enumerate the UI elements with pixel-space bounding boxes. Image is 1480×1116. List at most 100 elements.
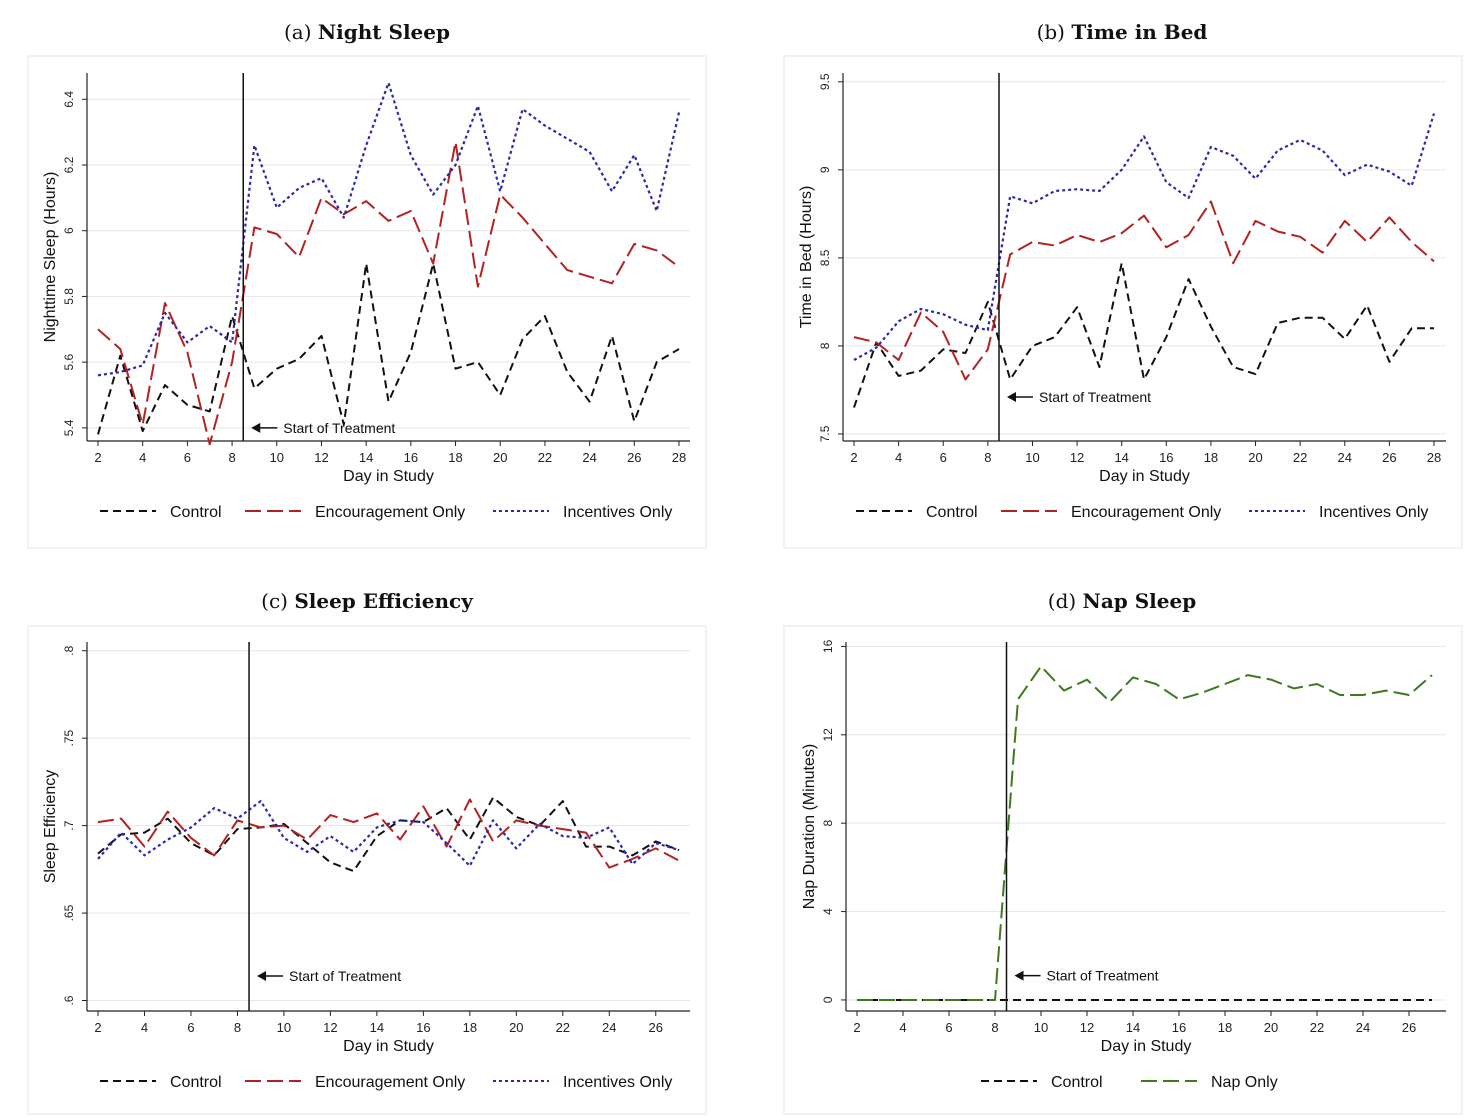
panel-d-frame: [783, 625, 1463, 1115]
x-tick-label: 24: [602, 1020, 616, 1035]
annotation-text: Start of Treatment: [283, 420, 395, 436]
legend-label-incentives: Incentives Only: [563, 504, 672, 521]
x-tick-label: 26: [627, 450, 641, 465]
x-tick-label: 20: [1264, 1020, 1278, 1035]
x-tick-label: 10: [270, 450, 284, 465]
panel-a-frame: [27, 55, 707, 549]
x-tick-label: 4: [895, 450, 902, 465]
x-tick-label: 8: [234, 1020, 241, 1035]
x-tick-label: 16: [1159, 450, 1173, 465]
y-tick-label: 7.5: [818, 425, 832, 442]
y-tick-label: 8: [821, 820, 835, 827]
x-tick-label: 12: [323, 1020, 337, 1035]
annotation-text: Start of Treatment: [289, 968, 401, 984]
x-tick-label: 2: [94, 450, 101, 465]
legend-label-nap: Nap Only: [1211, 1074, 1278, 1091]
x-tick-label: 2: [94, 1020, 101, 1035]
x-tick-label: 26: [649, 1020, 663, 1035]
annotation-text: Start of Treatment: [1039, 389, 1151, 405]
x-tick-label: 20: [1248, 450, 1262, 465]
y-tick-label: 5.6: [62, 353, 76, 370]
panel-a-title: (a) Night Sleep: [284, 20, 450, 44]
x-tick-label: 4: [899, 1020, 906, 1035]
x-axis-title: Day in Study: [1099, 468, 1190, 485]
x-tick-label: 28: [1427, 450, 1441, 465]
x-tick-label: 22: [1310, 1020, 1324, 1035]
series-line-control: [97, 262, 680, 435]
x-tick-label: 22: [1293, 450, 1307, 465]
y-tick-label: 6: [62, 227, 76, 234]
legend-label-control: Control: [170, 504, 222, 521]
panel-b-title: (b) Time in Bed: [1037, 20, 1208, 44]
x-tick-label: 10: [1034, 1020, 1048, 1035]
x-tick-label: 2: [850, 450, 857, 465]
x-tick-label: 18: [1218, 1020, 1232, 1035]
x-tick-label: 8: [228, 450, 235, 465]
series-line-incentives: [97, 799, 680, 867]
x-tick-label: 8: [984, 450, 991, 465]
annotation-arrowhead: [257, 971, 267, 982]
x-tick-label: 22: [556, 1020, 570, 1035]
legend-label-control: Control: [170, 1074, 222, 1091]
y-tick-label: 9.5: [818, 73, 832, 90]
series-line-incentives: [853, 113, 1436, 361]
y-tick-label: 6.4: [62, 91, 76, 108]
series-line-encouragement: [97, 141, 680, 446]
x-tick-label: 12: [1070, 450, 1084, 465]
y-tick-label: .75: [62, 730, 76, 747]
y-tick-label: 9: [818, 166, 832, 173]
x-tick-label: 24: [582, 450, 596, 465]
y-tick-label: 4: [821, 908, 835, 915]
x-tick-label: 26: [1402, 1020, 1416, 1035]
panel-c: (c) Sleep Efficiency .6.65.7.75.82 4 6 8 10 1…: [27, 589, 707, 1115]
x-tick-label: 14: [1114, 450, 1128, 465]
annotation-text: Start of Treatment: [1047, 968, 1159, 984]
legend-label-encouragement: Encouragement Only: [315, 1074, 465, 1091]
x-tick-label: 14: [359, 450, 373, 465]
series-line-encouragement: [97, 798, 680, 869]
x-tick-label: 4: [139, 450, 146, 465]
panel-a-plot: 5.45.65.866.26.42 4 6 8 10 12 14 16 18 20 22 24 26 28…: [42, 73, 690, 521]
legend-label-control: Control: [926, 504, 978, 521]
x-axis-title: Day in Study: [343, 1038, 434, 1055]
x-tick-label: 2: [853, 1020, 860, 1035]
x-tick-label: 22: [538, 450, 552, 465]
x-tick-label: 14: [370, 1020, 384, 1035]
y-tick-label: .8: [62, 645, 76, 655]
x-axis-title: Day in Study: [1101, 1038, 1192, 1055]
series-line-nap: [857, 665, 1433, 1001]
y-tick-label: 12: [821, 728, 835, 742]
y-tick-label: 8: [818, 342, 832, 349]
legend-label-encouragement: Encouragement Only: [1071, 504, 1221, 521]
series-line-control: [853, 262, 1434, 408]
panel-b: (b) Time in Bed 7.588.599.52 4 6 8 10 12 14 16 1…: [783, 20, 1463, 549]
y-tick-label: .7: [62, 820, 76, 830]
y-tick-label: 16: [821, 639, 835, 653]
x-tick-label: 10: [277, 1020, 291, 1035]
panel-a: (a) Night Sleep 5.45.65.866.26.42 4 6 8 10 12…: [27, 20, 707, 549]
x-tick-label: 20: [493, 450, 507, 465]
x-tick-label: 18: [463, 1020, 477, 1035]
panel-c-title: (c) Sleep Efficiency: [261, 589, 474, 613]
legend-label-encouragement: Encouragement Only: [315, 504, 465, 521]
x-tick-label: 18: [1204, 450, 1218, 465]
y-tick-label: 0: [821, 996, 835, 1003]
series-line-control: [97, 796, 680, 873]
x-tick-label: 16: [416, 1020, 430, 1035]
x-tick-label: 24: [1356, 1020, 1370, 1035]
y-tick-label: 5.4: [62, 419, 76, 436]
x-tick-label: 6: [940, 450, 947, 465]
panel-c-frame: [27, 625, 707, 1115]
y-axis-title: Nighttime Sleep (Hours): [42, 172, 59, 343]
panel-b-frame: [783, 55, 1463, 549]
x-tick-label: 12: [1080, 1020, 1094, 1035]
x-tick-label: 24: [1338, 450, 1352, 465]
x-tick-label: 28: [672, 450, 686, 465]
x-tick-label: 6: [184, 450, 191, 465]
y-tick-label: 5.8: [62, 288, 76, 305]
